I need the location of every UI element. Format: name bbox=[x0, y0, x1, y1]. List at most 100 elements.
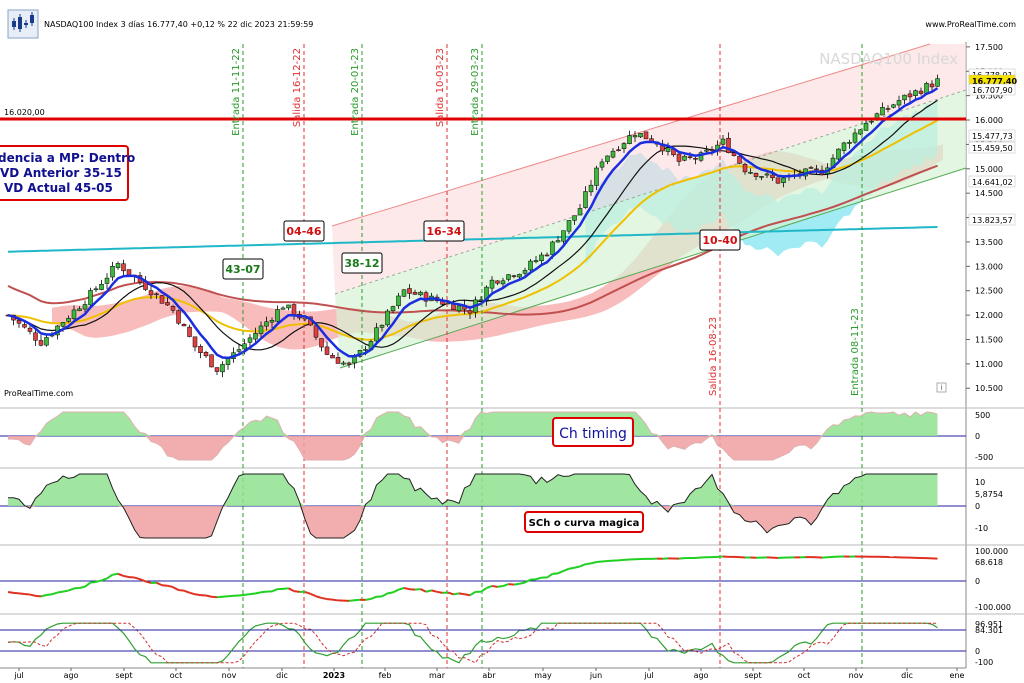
candle-body bbox=[885, 108, 891, 110]
candle bbox=[286, 304, 291, 311]
panel-line-segment bbox=[563, 567, 570, 572]
candle-body bbox=[918, 90, 924, 94]
candle bbox=[319, 338, 324, 352]
candle-body bbox=[176, 310, 181, 324]
price-tick-label: 14.500 bbox=[975, 189, 1003, 198]
panel-line-segment bbox=[310, 592, 317, 598]
time-tick-label: abr bbox=[482, 671, 496, 680]
candle bbox=[693, 156, 698, 165]
time-tick-label: dic bbox=[901, 671, 913, 680]
candle bbox=[396, 292, 401, 309]
candle-body bbox=[742, 164, 748, 173]
panel-line-segment bbox=[392, 588, 399, 594]
signal-label: Entrada 11-11-22 bbox=[231, 48, 242, 136]
candle-body bbox=[621, 143, 627, 149]
panel-line-segment bbox=[546, 573, 554, 579]
candle bbox=[764, 171, 770, 179]
panel-line-segment bbox=[574, 565, 581, 569]
signal-label: Entrada 20-01-23 bbox=[350, 48, 361, 136]
candle bbox=[533, 255, 539, 264]
candle bbox=[27, 324, 33, 335]
sch-label: SCh o curva magica bbox=[529, 518, 640, 529]
info-icon-frame[interactable] bbox=[936, 382, 947, 393]
oscillator-line bbox=[7, 622, 938, 664]
candle bbox=[599, 158, 605, 171]
info-box-line: dencia a MP: Dentro bbox=[0, 151, 135, 165]
candle-body bbox=[115, 263, 121, 268]
candle-body bbox=[418, 291, 423, 296]
price-tick-label: 10.500 bbox=[975, 384, 1003, 393]
price-flag-text: 16.707,90 bbox=[972, 86, 1013, 95]
trade-result-box: 38-12 bbox=[341, 252, 383, 274]
candle-body bbox=[500, 280, 506, 285]
candle-body bbox=[275, 309, 280, 322]
candle bbox=[511, 274, 517, 279]
candle bbox=[489, 276, 495, 293]
signal-label: Entrada 29-03-23 bbox=[470, 48, 481, 136]
time-tick-label: 2023 bbox=[323, 671, 345, 680]
lower-channel bbox=[335, 90, 966, 368]
candle-body bbox=[181, 324, 187, 327]
panel-line-segment bbox=[315, 595, 322, 599]
candle bbox=[170, 304, 176, 314]
price-flag-text: 14.641,02 bbox=[972, 178, 1013, 187]
candle bbox=[704, 145, 709, 153]
candle-body bbox=[187, 326, 192, 337]
candle bbox=[99, 279, 104, 291]
candle bbox=[247, 334, 253, 348]
panel-tick-label: 10 bbox=[975, 478, 985, 487]
candle-body bbox=[781, 177, 786, 183]
candle-body bbox=[77, 308, 82, 311]
price-flag-bg bbox=[968, 175, 1016, 188]
candle bbox=[737, 154, 742, 165]
candle bbox=[401, 289, 407, 298]
panel-line-segment bbox=[458, 592, 465, 596]
price-tick-label: 12.000 bbox=[975, 311, 1003, 320]
panel-tick-label: -500 bbox=[975, 453, 993, 462]
candle-body bbox=[363, 349, 368, 351]
candle bbox=[38, 334, 44, 347]
candle bbox=[632, 131, 638, 143]
candle-body bbox=[891, 104, 896, 108]
candle-body bbox=[346, 362, 352, 365]
candle-body bbox=[588, 184, 594, 193]
panel-line bbox=[7, 473, 938, 539]
candle bbox=[341, 360, 346, 366]
panel-line-segment bbox=[579, 563, 586, 568]
panel-line-segment bbox=[172, 586, 179, 591]
long-moving-average bbox=[7, 164, 938, 316]
candle-body bbox=[880, 107, 885, 116]
panel-tick-label: 5,8754 bbox=[975, 490, 1003, 499]
candle-body bbox=[495, 280, 500, 284]
candle-body bbox=[27, 327, 33, 332]
candle-body bbox=[165, 302, 170, 306]
candle bbox=[902, 94, 907, 105]
sch-label-box: SCh o curva magica bbox=[524, 511, 644, 533]
price-flag: 14.641,02 bbox=[968, 175, 1016, 188]
price-flag-bg bbox=[968, 83, 1016, 96]
candle bbox=[280, 306, 286, 310]
panel-line-segment bbox=[387, 591, 394, 595]
candle bbox=[544, 252, 550, 257]
candle-body bbox=[924, 83, 929, 94]
upper-channel bbox=[332, 44, 966, 294]
candle-body bbox=[401, 289, 407, 297]
price-tick-label: 12.500 bbox=[975, 287, 1003, 296]
candle-body bbox=[99, 283, 104, 290]
panel-line-segment bbox=[46, 593, 53, 596]
candle-body bbox=[632, 135, 638, 138]
panel-line-segment bbox=[486, 585, 493, 590]
info-icon[interactable]: i bbox=[936, 382, 947, 393]
candle-body bbox=[687, 156, 693, 158]
candle-body bbox=[269, 320, 275, 323]
candle-body bbox=[456, 305, 462, 312]
panel-line-segment bbox=[112, 572, 119, 576]
panel-tick-label: 0 bbox=[975, 577, 980, 586]
panel-line-segment bbox=[139, 578, 146, 583]
panel-line-segment bbox=[134, 576, 141, 581]
candle-body bbox=[726, 137, 731, 153]
panel-line-segment bbox=[502, 583, 509, 587]
price-flag-text: 15.477,73 bbox=[972, 132, 1013, 141]
time-tick-label: jul bbox=[643, 671, 654, 680]
